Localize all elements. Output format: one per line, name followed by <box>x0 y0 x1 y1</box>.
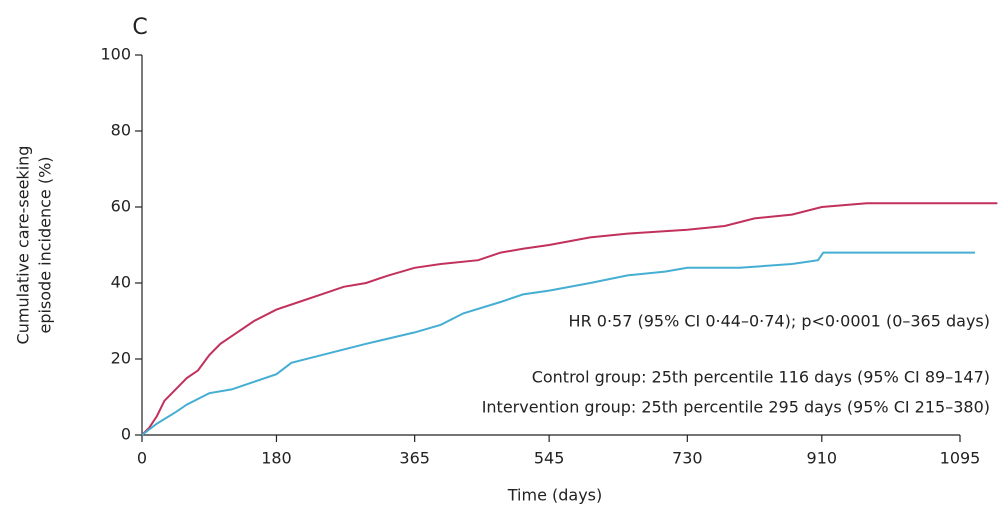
y-tick-label: 40 <box>111 273 131 292</box>
x-tick-label: 545 <box>534 449 565 468</box>
y-tick-label: 20 <box>111 349 131 368</box>
annotation: HR 0·57 (95% CI 0·44–0·74); p<0·0001 (0–… <box>569 312 990 331</box>
x-tick-label: 910 <box>807 449 838 468</box>
series-line <box>141 251 975 436</box>
panel-label: C <box>132 15 147 40</box>
annotation: Intervention group: 25th percentile 295 … <box>482 398 990 417</box>
x-tick-label: 0 <box>137 449 147 468</box>
x-tick-label: 365 <box>399 449 430 468</box>
y-tick-label: 80 <box>111 121 131 140</box>
y-tick-label: 60 <box>111 197 131 216</box>
series-line <box>141 202 998 436</box>
y-tick-label: 100 <box>100 45 131 64</box>
y-axis-label: Cumulative care-seeking <box>14 146 33 345</box>
annotation: Control group: 25th percentile 116 days … <box>532 368 990 387</box>
y-axis-label: episode incidence (%) <box>36 156 55 333</box>
y-tick-label: 0 <box>121 425 131 444</box>
x-axis-label: Time (days) <box>507 486 603 505</box>
x-tick-label: 180 <box>261 449 292 468</box>
x-tick-label: 1095 <box>940 449 981 468</box>
x-tick-label: 730 <box>672 449 703 468</box>
